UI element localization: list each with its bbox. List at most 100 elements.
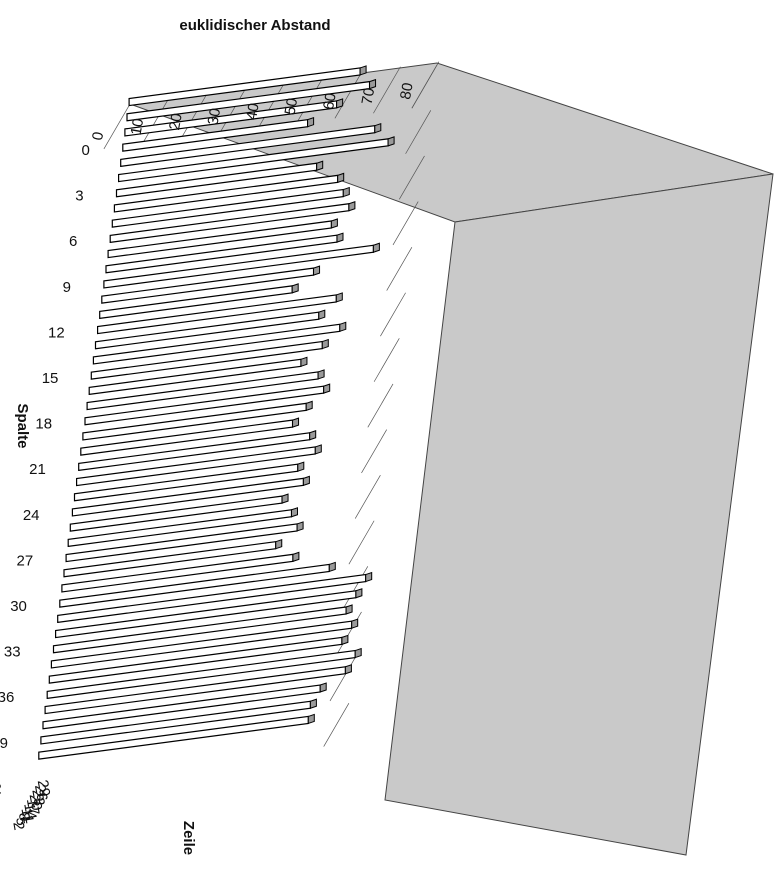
bar-cap bbox=[387, 136, 395, 147]
bar bbox=[57, 571, 373, 624]
z-tick-label: 40 bbox=[243, 102, 263, 121]
x-axis-title: Zeile bbox=[180, 821, 197, 855]
bar-cap bbox=[300, 356, 308, 367]
bar bbox=[44, 664, 352, 715]
bar-cap bbox=[307, 116, 315, 128]
gridline bbox=[323, 702, 350, 747]
gridline bbox=[373, 66, 401, 114]
gridline bbox=[398, 155, 425, 200]
side-wall bbox=[384, 173, 774, 856]
bar-cap bbox=[336, 98, 344, 109]
y-tick-label: 39 bbox=[0, 735, 8, 752]
bar bbox=[59, 561, 336, 608]
y-tick-label: 36 bbox=[0, 689, 14, 706]
bar bbox=[84, 383, 331, 426]
bar bbox=[50, 618, 359, 669]
bar bbox=[96, 292, 343, 335]
bar-cap bbox=[374, 122, 382, 134]
bar-cap bbox=[335, 292, 343, 303]
bar bbox=[38, 713, 315, 760]
z-tick-label: 30 bbox=[205, 107, 225, 126]
bar-cap bbox=[309, 430, 317, 441]
gridline bbox=[386, 246, 413, 291]
bar-cap bbox=[354, 647, 362, 659]
gridline bbox=[342, 566, 369, 610]
bar bbox=[67, 507, 298, 548]
bar bbox=[94, 309, 326, 350]
bar bbox=[48, 634, 349, 684]
y-tick-label: 0 bbox=[82, 142, 90, 159]
bar bbox=[46, 647, 362, 700]
gridline bbox=[373, 338, 400, 382]
x-tick-label: 5 bbox=[12, 816, 30, 827]
bar-cap bbox=[291, 507, 298, 518]
bar-cap bbox=[305, 400, 313, 412]
bar bbox=[117, 136, 395, 183]
y-tick-label: 42 bbox=[0, 780, 2, 797]
bar bbox=[103, 242, 380, 289]
bar-cap bbox=[297, 461, 305, 472]
x-tick-label: 17 bbox=[23, 797, 43, 816]
bar bbox=[42, 682, 327, 730]
bar bbox=[61, 551, 300, 593]
z-tick-label: 20 bbox=[166, 112, 186, 131]
bar-cap bbox=[314, 444, 322, 455]
bar-cap bbox=[351, 618, 359, 629]
bar bbox=[54, 588, 363, 639]
bar bbox=[78, 430, 317, 472]
bars-group bbox=[38, 65, 395, 760]
y-tick-label: 24 bbox=[23, 507, 40, 524]
x-tick-label: 2 bbox=[9, 820, 27, 831]
bar-cap bbox=[339, 321, 347, 333]
x-tick-label: 14 bbox=[20, 802, 40, 821]
x-tick-label: 20 bbox=[26, 792, 46, 811]
bar bbox=[115, 160, 324, 198]
bar-cap bbox=[317, 369, 325, 380]
bar-cap bbox=[307, 713, 315, 725]
x-tick-label: 26 bbox=[31, 783, 51, 802]
bar bbox=[69, 493, 289, 532]
bar-cap bbox=[345, 604, 353, 615]
bar bbox=[63, 539, 283, 578]
bar-cap bbox=[319, 682, 327, 693]
bar-cap bbox=[291, 283, 299, 294]
bar-cap bbox=[359, 65, 367, 76]
x-tick-label: 8 bbox=[15, 811, 33, 822]
bar-cap bbox=[348, 201, 356, 212]
y-tick-label: 30 bbox=[10, 598, 27, 615]
bar-cap bbox=[328, 561, 336, 573]
gridline bbox=[257, 81, 286, 129]
bar bbox=[120, 122, 382, 168]
bar bbox=[101, 265, 321, 304]
bar-cap bbox=[275, 539, 283, 550]
z-axis-ticks: 0 10 20 30 40 50 60 70 80 bbox=[89, 81, 417, 141]
gridline bbox=[367, 383, 394, 428]
bar-cap bbox=[330, 218, 338, 229]
gridline bbox=[103, 102, 132, 150]
bar bbox=[111, 186, 350, 228]
bar-cap bbox=[316, 160, 324, 171]
z-axis-title-line1: euklidischer Abstand bbox=[179, 17, 330, 34]
bar bbox=[65, 521, 304, 563]
gridline bbox=[380, 292, 406, 337]
bar bbox=[40, 698, 317, 745]
bar-cap bbox=[313, 265, 321, 276]
y-tick-label: 6 bbox=[69, 233, 77, 250]
bar-cap bbox=[337, 172, 345, 184]
y-tick-label: 3 bbox=[75, 188, 83, 205]
z-tick-label: 70 bbox=[359, 87, 379, 106]
bar bbox=[128, 65, 367, 107]
bar-cap bbox=[336, 232, 344, 243]
wall-gridlines bbox=[103, 61, 440, 747]
bar bbox=[86, 369, 325, 411]
bar-cap bbox=[372, 242, 380, 253]
bar bbox=[122, 116, 315, 152]
bar-cap bbox=[365, 571, 373, 583]
gridline bbox=[329, 657, 356, 702]
z-tick-label: 50 bbox=[282, 97, 302, 116]
bar bbox=[90, 338, 329, 380]
gridline bbox=[335, 611, 362, 656]
gridline bbox=[392, 201, 419, 246]
